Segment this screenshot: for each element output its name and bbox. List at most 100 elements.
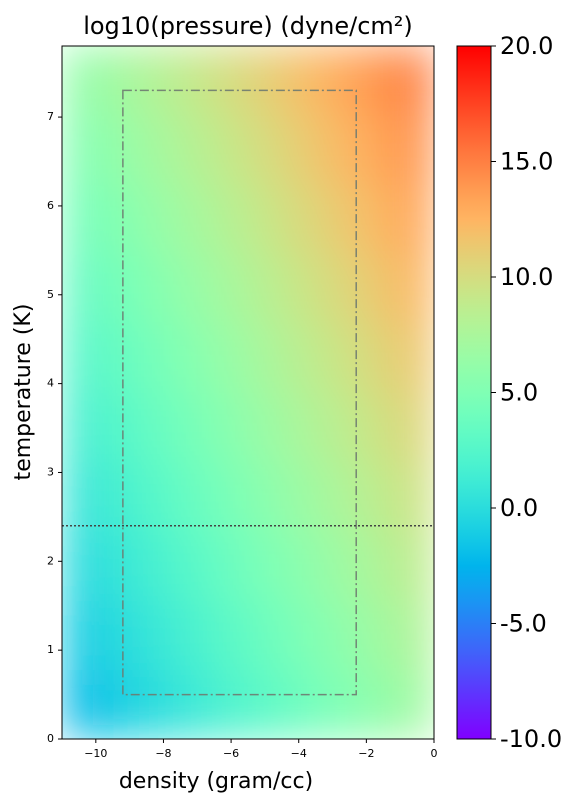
heat-cell [163,461,198,532]
heat-cell [197,253,232,324]
heat-cell [400,46,434,116]
heat-cell [366,184,401,255]
heat-cell [298,531,334,601]
heat-cell [264,253,300,324]
heat-cell [332,115,367,186]
heat-cell [400,531,434,601]
heat-cell [298,669,334,739]
heat-cell [129,323,164,393]
x-tick-label: 0 [431,747,438,760]
y-tick-label: 2 [47,554,54,567]
heat-cell [197,184,232,255]
heat-cell [163,323,198,393]
colorbar-tick-label: 15.0 [500,148,553,176]
chart-title: log10(pressure) (dyne/cm²) [83,12,413,40]
heat-cell [197,392,232,463]
heat-cell [62,669,97,739]
heat-cell [62,46,97,116]
heat-cell [231,253,266,324]
heat-cell [332,600,367,671]
heat-cell [231,600,266,671]
heat-cell [332,669,367,739]
y-tick-label: 7 [47,110,54,123]
y-axis-label: temperature (K) [11,304,36,481]
heat-cell [62,600,97,671]
heat-cell [400,600,434,671]
heat-cell [231,392,266,463]
heat-cell [95,600,131,671]
heat-cell [400,253,434,324]
heat-cell [366,600,401,671]
heat-cell [298,392,334,463]
heat-cell [231,115,266,186]
heat-cell [332,531,367,601]
colorbar-tick-label: 5.0 [500,379,538,407]
heat-cell [62,392,97,463]
heatmap [62,46,434,739]
y-tick-label: 3 [47,465,54,478]
colorbar [456,45,492,740]
heat-cell [129,669,164,739]
heat-cell [62,323,97,393]
heat-cell [129,184,164,255]
heat-cell [298,461,334,532]
heat-cell [264,600,300,671]
x-tick-label: −8 [155,747,171,760]
heat-cell [129,600,164,671]
heat-cell [264,184,300,255]
heat-cell [366,253,401,324]
y-tick-label: 6 [47,199,54,212]
heat-cell [95,253,131,324]
heat-cell [95,669,131,739]
x-tick-label: −10 [84,747,107,760]
heat-cell [264,323,300,393]
y-tick-label: 5 [47,288,54,301]
heat-cell [298,323,334,393]
plot-frame [61,45,435,740]
colorbar-tick-label: -5.0 [500,610,547,638]
x-tick-label: −2 [358,747,374,760]
colorbar-tick-label: 0.0 [500,494,538,522]
heat-cell [366,115,401,186]
heat-cell [163,46,198,116]
heat-cell [298,253,334,324]
heat-cell [400,461,434,532]
y-tick-label: 4 [47,377,54,390]
x-tick-label: −6 [223,747,239,760]
heat-cell [332,461,367,532]
heat-cell [95,531,131,601]
heat-cell [231,323,266,393]
heat-cell [197,669,232,739]
heat-cell [231,531,266,601]
heat-cell [332,323,367,393]
heat-cell [231,46,266,116]
heat-cell [163,669,198,739]
heat-cell [400,184,434,255]
heat-cell [129,253,164,324]
heat-cell [62,461,97,532]
heat-cell [332,253,367,324]
heat-cell [366,392,401,463]
heat-cell [264,531,300,601]
heat-cell [163,600,198,671]
heat-cell [62,184,97,255]
heat-cell [264,669,300,739]
heat-cell [163,253,198,324]
heat-cell [231,461,266,532]
heat-cell [231,669,266,739]
heat-cell [129,115,164,186]
x-axis-label: density (gram/cc) [119,769,313,794]
heat-cell [163,531,198,601]
y-tick-label: 0 [47,732,54,745]
heat-cell [129,46,164,116]
heat-cell [62,531,97,601]
heat-cell [95,184,131,255]
heat-cell [197,115,232,186]
heat-cell [264,461,300,532]
box-annotation [122,89,357,696]
heat-cell [400,115,434,186]
y-tick-label: 1 [47,643,54,656]
heat-cell [231,184,266,255]
heat-cell [95,323,131,393]
heat-cell [366,46,401,116]
